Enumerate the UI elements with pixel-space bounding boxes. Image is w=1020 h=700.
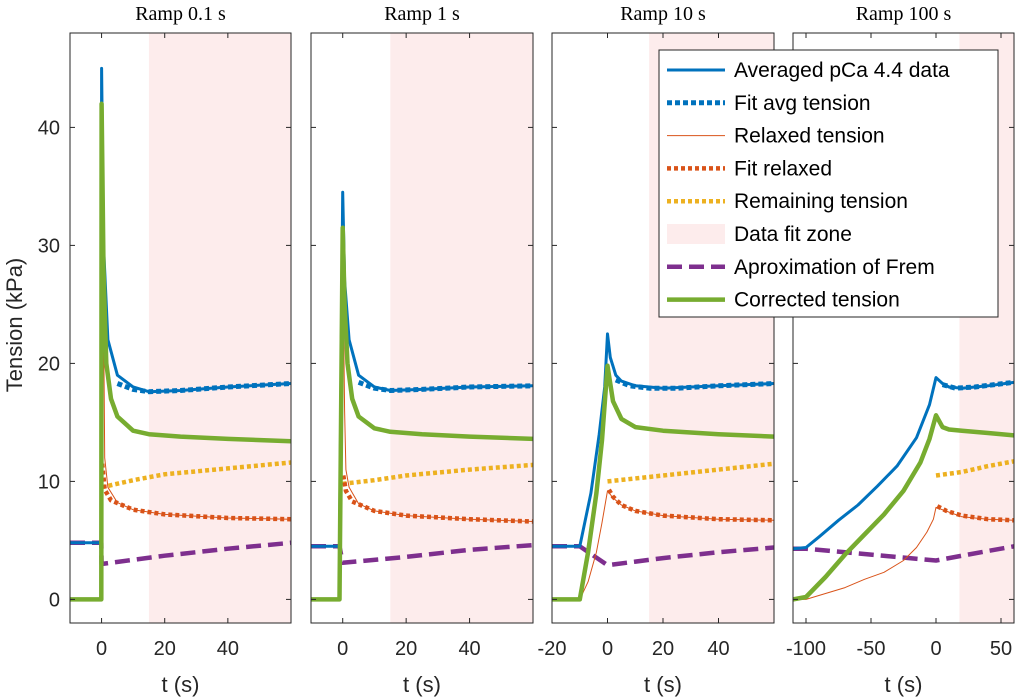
x-tick-label: 20 bbox=[652, 638, 674, 660]
panel-title: Ramp 1 s bbox=[384, 3, 460, 25]
panel-title: Ramp 100 s bbox=[856, 3, 952, 25]
legend-entry-relaxed: Relaxed tension bbox=[667, 125, 885, 148]
x-axis-label: t (s) bbox=[162, 672, 200, 697]
series-fit-avg bbox=[357, 379, 533, 393]
y-tick-label: 20 bbox=[38, 353, 60, 375]
legend-label: Fit avg tension bbox=[734, 92, 871, 115]
series-corrected bbox=[793, 413, 1014, 602]
legend-entry-avg: Averaged pCa 4.4 data bbox=[667, 59, 950, 82]
data-fit-zone bbox=[390, 33, 533, 623]
series-group bbox=[311, 190, 533, 602]
x-tick-label: 40 bbox=[707, 638, 729, 660]
series-group bbox=[552, 332, 774, 602]
y-tick-label: 10 bbox=[38, 471, 60, 493]
series-corrected bbox=[70, 101, 291, 602]
legend-label: Fit relaxed bbox=[734, 157, 832, 180]
legend-label: Aproximation of Frem bbox=[734, 256, 935, 279]
panel-1: 0 20 40 0 10 20 30 40 Ramp 0.1 s t (s) bbox=[38, 3, 292, 697]
legend-label: Averaged pCa 4.4 data bbox=[734, 59, 950, 82]
series-avg bbox=[793, 376, 1014, 551]
legend-entry-fit-relaxed: Fit relaxed bbox=[667, 157, 832, 180]
legend-label: Remaining tension bbox=[734, 190, 908, 213]
series-relaxed bbox=[793, 506, 1014, 600]
legend-entry-frem: Aproximation of Frem bbox=[667, 256, 935, 279]
series-relaxed bbox=[552, 490, 774, 600]
x-tick-label: 0 bbox=[337, 638, 348, 660]
series-fit-avg bbox=[941, 379, 1014, 391]
series-fit-avg bbox=[614, 377, 774, 391]
series-remaining bbox=[101, 460, 291, 490]
data-fit-zone bbox=[148, 33, 291, 623]
axes-frame bbox=[310, 32, 534, 624]
x-axis-label: t (s) bbox=[403, 672, 441, 697]
x-tick-label: 0 bbox=[602, 638, 613, 660]
x-axis-label: t (s) bbox=[644, 672, 682, 697]
series-corrected bbox=[311, 225, 533, 602]
legend-label: Corrected tension bbox=[734, 289, 900, 312]
legend-entry-remaining: Remaining tension bbox=[667, 190, 908, 213]
series-fit-avg bbox=[116, 381, 291, 395]
series-group bbox=[70, 66, 291, 602]
x-tick-label: 20 bbox=[154, 638, 176, 660]
y-tick-label: 0 bbox=[49, 589, 60, 611]
series-group bbox=[793, 376, 1014, 602]
legend: Averaged pCa 4.4 data Fit avg tension Rela… bbox=[658, 49, 999, 318]
legend-label: Relaxed tension bbox=[734, 125, 885, 148]
x-tick-label: 40 bbox=[217, 638, 239, 660]
legend-entry-fit-avg: Fit avg tension bbox=[667, 92, 871, 115]
x-tick-label: 20 bbox=[395, 638, 417, 660]
series-remaining bbox=[342, 462, 533, 487]
x-tick-label: 0 bbox=[96, 638, 107, 660]
panel-title: Ramp 10 s bbox=[620, 3, 706, 25]
series-remaining bbox=[935, 459, 1014, 478]
axes-frame bbox=[69, 32, 292, 624]
x-tick-label: 0 bbox=[930, 638, 941, 660]
x-tick-label: -50 bbox=[857, 638, 886, 660]
x-tick-label: 40 bbox=[458, 638, 480, 660]
legend-entry-corrected: Corrected tension bbox=[667, 289, 900, 312]
panel-title: Ramp 0.1 s bbox=[135, 3, 226, 25]
legend-swatch bbox=[667, 224, 725, 244]
axes-frame bbox=[792, 32, 1015, 624]
x-axis-label: t (s) bbox=[885, 672, 923, 697]
x-tick-label: -20 bbox=[538, 638, 567, 660]
legend-label: Data fit zone bbox=[734, 223, 852, 246]
series-corrected bbox=[552, 363, 774, 602]
legend-box bbox=[658, 49, 999, 318]
y-axis-label: Tension (kPa) bbox=[2, 258, 27, 393]
x-tick-label: 50 bbox=[990, 638, 1012, 660]
y-tick-label: 30 bbox=[38, 235, 60, 257]
x-tick-label: -100 bbox=[786, 638, 826, 660]
legend-entry-fit-zone: Data fit zone bbox=[667, 223, 852, 246]
panel-2: 0 20 40 Ramp 1 s t (s) bbox=[310, 3, 534, 697]
y-tick-label: 40 bbox=[38, 117, 60, 139]
